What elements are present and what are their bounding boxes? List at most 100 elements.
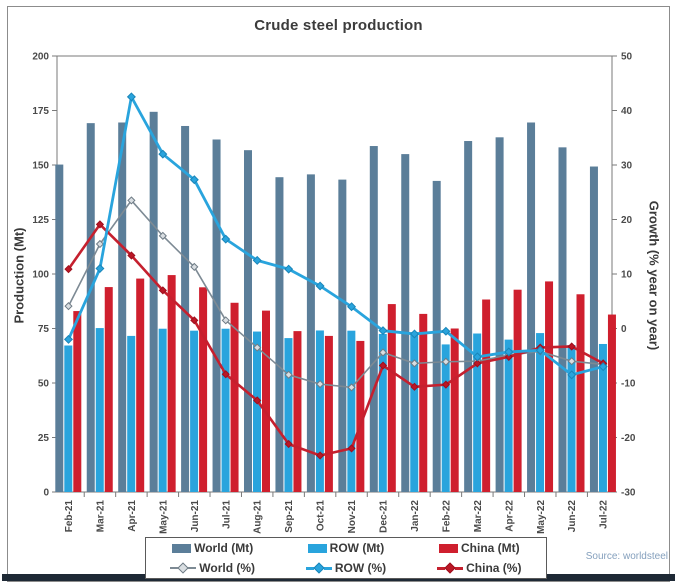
bar-World (Mt)-Apr-22 [495,137,504,492]
svg-text:40: 40 [621,106,633,117]
chart-title: Crude steel production [254,17,423,34]
bar-ROW (Mt)-Mar-21 [95,328,104,492]
bar-World (Mt)-Nov-21 [338,179,347,492]
bar-World (Mt)-Jul-22 [589,166,598,492]
svg-text:0: 0 [43,488,49,499]
bar-World (Mt)-May-22 [527,122,536,493]
svg-text:May-21: May-21 [158,500,169,534]
svg-text:Jan-22: Jan-22 [410,500,421,532]
legend-label: China (Mt) [460,541,520,555]
bar-China (Mt)-Oct-21 [324,335,333,492]
svg-text:Jul-21: Jul-21 [221,500,232,529]
bar-ROW (Mt)-Jul-21 [221,328,230,492]
legend-item-china-pct: China (%) [413,561,546,575]
bar-ROW (Mt)-Sep-21 [284,338,293,492]
legend-label: ROW (%) [334,561,387,575]
svg-text:125: 125 [32,215,49,226]
svg-text:May-22: May-22 [536,500,547,534]
legend-item-world-mt: World (Mt) [146,541,279,555]
bar-ROW (Mt)-Jan-22 [410,332,419,492]
svg-text:Feb-22: Feb-22 [441,500,452,533]
bar-China (Mt)-Feb-21 [73,311,82,492]
svg-text:Mar-21: Mar-21 [95,500,106,533]
svg-text:200: 200 [32,52,49,63]
bar-ROW (Mt)-Jun-22 [567,345,576,492]
svg-text:100: 100 [32,270,49,281]
bar-ROW (Mt)-Oct-21 [315,330,324,492]
bar-ROW (Mt)-Aug-21 [253,331,261,492]
svg-text:Nov-21: Nov-21 [347,500,358,534]
bar-ROW (Mt)-Jul-22 [598,343,607,492]
world-pct-line-icon [170,562,197,574]
bar-ROW (Mt)-May-21 [158,328,167,492]
bar-China (Mt)-Jan-22 [419,313,428,492]
bar-China (Mt)-Jul-22 [607,314,616,492]
bar-China (Mt)-Jun-22 [576,294,585,492]
svg-text:25: 25 [38,433,50,444]
bar-China (Mt)-Nov-21 [356,340,365,492]
china-mt-swatch-icon [438,543,458,553]
legend-label: China (%) [466,561,522,575]
bar-World (Mt)-Mar-22 [464,141,473,492]
bar-ROW (Mt)-Feb-22 [441,344,450,492]
legend-label: World (%) [199,561,256,575]
bar-World (Mt)-Mar-21 [86,123,95,493]
bar-China (Mt)-Mar-21 [104,287,113,492]
bar-ROW (Mt)-Mar-22 [473,333,482,492]
china-pct-line-icon [437,562,464,574]
svg-text:-30: -30 [621,488,636,499]
bar-China (Mt)-Jul-21 [230,302,239,492]
bar-China (Mt)-Feb-22 [450,328,459,492]
svg-text:Sep-21: Sep-21 [284,500,295,533]
bar-World (Mt)-May-21 [149,111,158,493]
svg-text:50: 50 [38,379,50,390]
bar-China (Mt)-Jun-21 [199,287,208,492]
bar-World (Mt)-Jun-22 [558,147,567,493]
legend-label: ROW (Mt) [329,541,385,555]
bar-China (Mt)-Apr-21 [136,278,145,492]
svg-text:30: 30 [621,161,633,172]
legend: World (Mt) ROW (Mt) China (Mt) World (%)… [145,537,547,579]
svg-text:Jun-21: Jun-21 [190,500,201,533]
svg-text:-20: -20 [621,433,636,444]
bar-ROW (Mt)-Dec-21 [378,333,387,492]
bar-ROW (Mt)-Apr-22 [504,339,513,492]
svg-text:Oct-21: Oct-21 [316,500,327,532]
svg-text:Mar-22: Mar-22 [473,500,484,533]
svg-text:-10: -10 [621,379,636,390]
legend-item-china-mt: China (Mt) [413,541,546,555]
right-axis-title: Growth (% year on year) [646,200,662,351]
bar-World (Mt)-Jan-22 [401,154,410,492]
bar-ROW (Mt)-Feb-21 [64,345,73,492]
bar-China (Mt)-Dec-21 [387,304,396,492]
bar-China (Mt)-Aug-21 [262,310,270,492]
left-axis-title: Production (Mt) [11,227,27,324]
legend-label: World (Mt) [194,541,254,555]
svg-text:Apr-21: Apr-21 [127,500,138,532]
legend-item-row-mt: ROW (Mt) [279,541,412,555]
bar-China (Mt)-Apr-22 [513,289,522,492]
svg-text:Aug-21: Aug-21 [253,500,264,534]
bar-ROW (Mt)-Nov-21 [347,330,356,492]
legend-item-row-pct: ROW (%) [279,561,412,575]
bar-China (Mt)-May-22 [545,281,554,492]
bar-World (Mt)-Apr-21 [118,122,127,493]
bar-China (Mt)-Mar-22 [482,299,491,492]
svg-text:20: 20 [621,215,633,226]
svg-text:Dec-21: Dec-21 [379,500,390,533]
svg-text:Jul-22: Jul-22 [599,500,610,529]
bar-China (Mt)-May-21 [167,275,176,492]
bar-ROW (Mt)-Jun-21 [190,330,199,492]
row-mt-swatch-icon [307,543,327,553]
svg-text:50: 50 [621,52,633,63]
svg-text:Jun-22: Jun-22 [567,500,578,533]
svg-text:Feb-21: Feb-21 [64,500,75,533]
bar-China (Mt)-Sep-21 [293,331,302,492]
world-mt-swatch-icon [172,543,192,553]
bar-World (Mt)-Jun-21 [181,125,190,492]
bar-World (Mt)-Feb-21 [55,164,64,492]
source-note: Source: worldsteel [585,551,668,562]
bar-World (Mt)-Sep-21 [275,177,284,492]
svg-text:10: 10 [621,270,633,281]
